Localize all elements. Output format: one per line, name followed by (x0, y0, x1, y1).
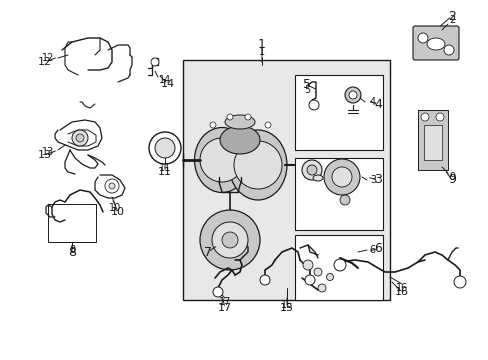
Circle shape (306, 165, 316, 175)
Text: 11: 11 (159, 163, 171, 173)
Text: 16: 16 (394, 287, 408, 297)
Bar (294, 158, 382, 230)
Text: 7: 7 (203, 247, 210, 257)
Bar (183, 60, 389, 300)
Ellipse shape (224, 115, 254, 129)
Ellipse shape (194, 127, 249, 193)
Text: 14: 14 (161, 79, 175, 89)
Circle shape (443, 45, 453, 55)
Circle shape (209, 122, 216, 128)
Circle shape (302, 160, 321, 180)
Text: 6: 6 (373, 242, 381, 255)
Bar (294, 235, 382, 300)
Text: 4: 4 (369, 97, 375, 107)
Text: 8: 8 (69, 245, 75, 255)
Circle shape (339, 195, 349, 205)
FancyBboxPatch shape (417, 110, 447, 170)
Text: 10: 10 (109, 203, 121, 213)
Text: 8: 8 (68, 247, 76, 260)
Text: 13: 13 (38, 150, 52, 160)
Text: 12: 12 (38, 57, 52, 67)
Text: 6: 6 (368, 245, 374, 255)
Circle shape (326, 274, 333, 280)
Circle shape (313, 268, 321, 276)
Circle shape (234, 141, 282, 189)
Circle shape (222, 232, 238, 248)
Ellipse shape (220, 126, 260, 154)
Text: 17: 17 (218, 303, 232, 313)
Text: 10: 10 (111, 207, 125, 217)
Circle shape (200, 210, 260, 270)
Text: 17: 17 (218, 297, 231, 307)
Circle shape (435, 113, 443, 121)
Text: 5: 5 (303, 85, 309, 95)
Text: 15: 15 (280, 300, 293, 310)
Circle shape (155, 138, 175, 158)
Circle shape (212, 222, 247, 258)
Ellipse shape (228, 130, 286, 200)
Text: 14: 14 (159, 75, 171, 85)
Circle shape (317, 284, 325, 292)
Ellipse shape (426, 38, 444, 50)
FancyBboxPatch shape (412, 26, 458, 60)
Text: 16: 16 (395, 283, 407, 293)
Text: 1: 1 (259, 47, 264, 57)
Bar (294, 75, 382, 150)
Circle shape (324, 159, 359, 195)
Circle shape (305, 275, 314, 285)
Text: 15: 15 (280, 303, 293, 313)
Text: 2: 2 (448, 15, 454, 25)
Circle shape (264, 122, 270, 128)
Circle shape (213, 287, 223, 297)
Ellipse shape (312, 175, 323, 181)
Circle shape (105, 179, 119, 193)
Circle shape (348, 91, 356, 99)
Circle shape (200, 138, 244, 182)
Circle shape (345, 87, 360, 103)
Text: 7: 7 (203, 246, 212, 258)
Circle shape (453, 276, 465, 288)
Circle shape (333, 259, 346, 271)
Text: 2: 2 (447, 9, 455, 22)
Text: 9: 9 (447, 174, 455, 186)
Circle shape (109, 183, 115, 189)
Circle shape (244, 114, 250, 120)
Circle shape (226, 114, 232, 120)
Bar (423, 125, 441, 160)
Text: 3: 3 (369, 175, 375, 185)
Circle shape (149, 132, 181, 164)
Circle shape (331, 167, 351, 187)
Text: 5: 5 (303, 78, 310, 91)
Circle shape (417, 33, 427, 43)
Text: 3: 3 (373, 174, 381, 186)
Text: 12: 12 (42, 53, 54, 63)
Circle shape (260, 275, 269, 285)
Circle shape (72, 130, 88, 146)
Text: 11: 11 (158, 167, 172, 177)
Bar (48, 204, 96, 242)
Circle shape (308, 100, 318, 110)
Text: 9: 9 (448, 172, 454, 182)
Circle shape (420, 113, 428, 121)
Text: 4: 4 (373, 99, 381, 112)
Text: 13: 13 (42, 147, 54, 157)
Circle shape (76, 134, 84, 142)
Text: 1: 1 (258, 39, 265, 51)
Circle shape (303, 260, 312, 270)
Circle shape (151, 58, 159, 66)
